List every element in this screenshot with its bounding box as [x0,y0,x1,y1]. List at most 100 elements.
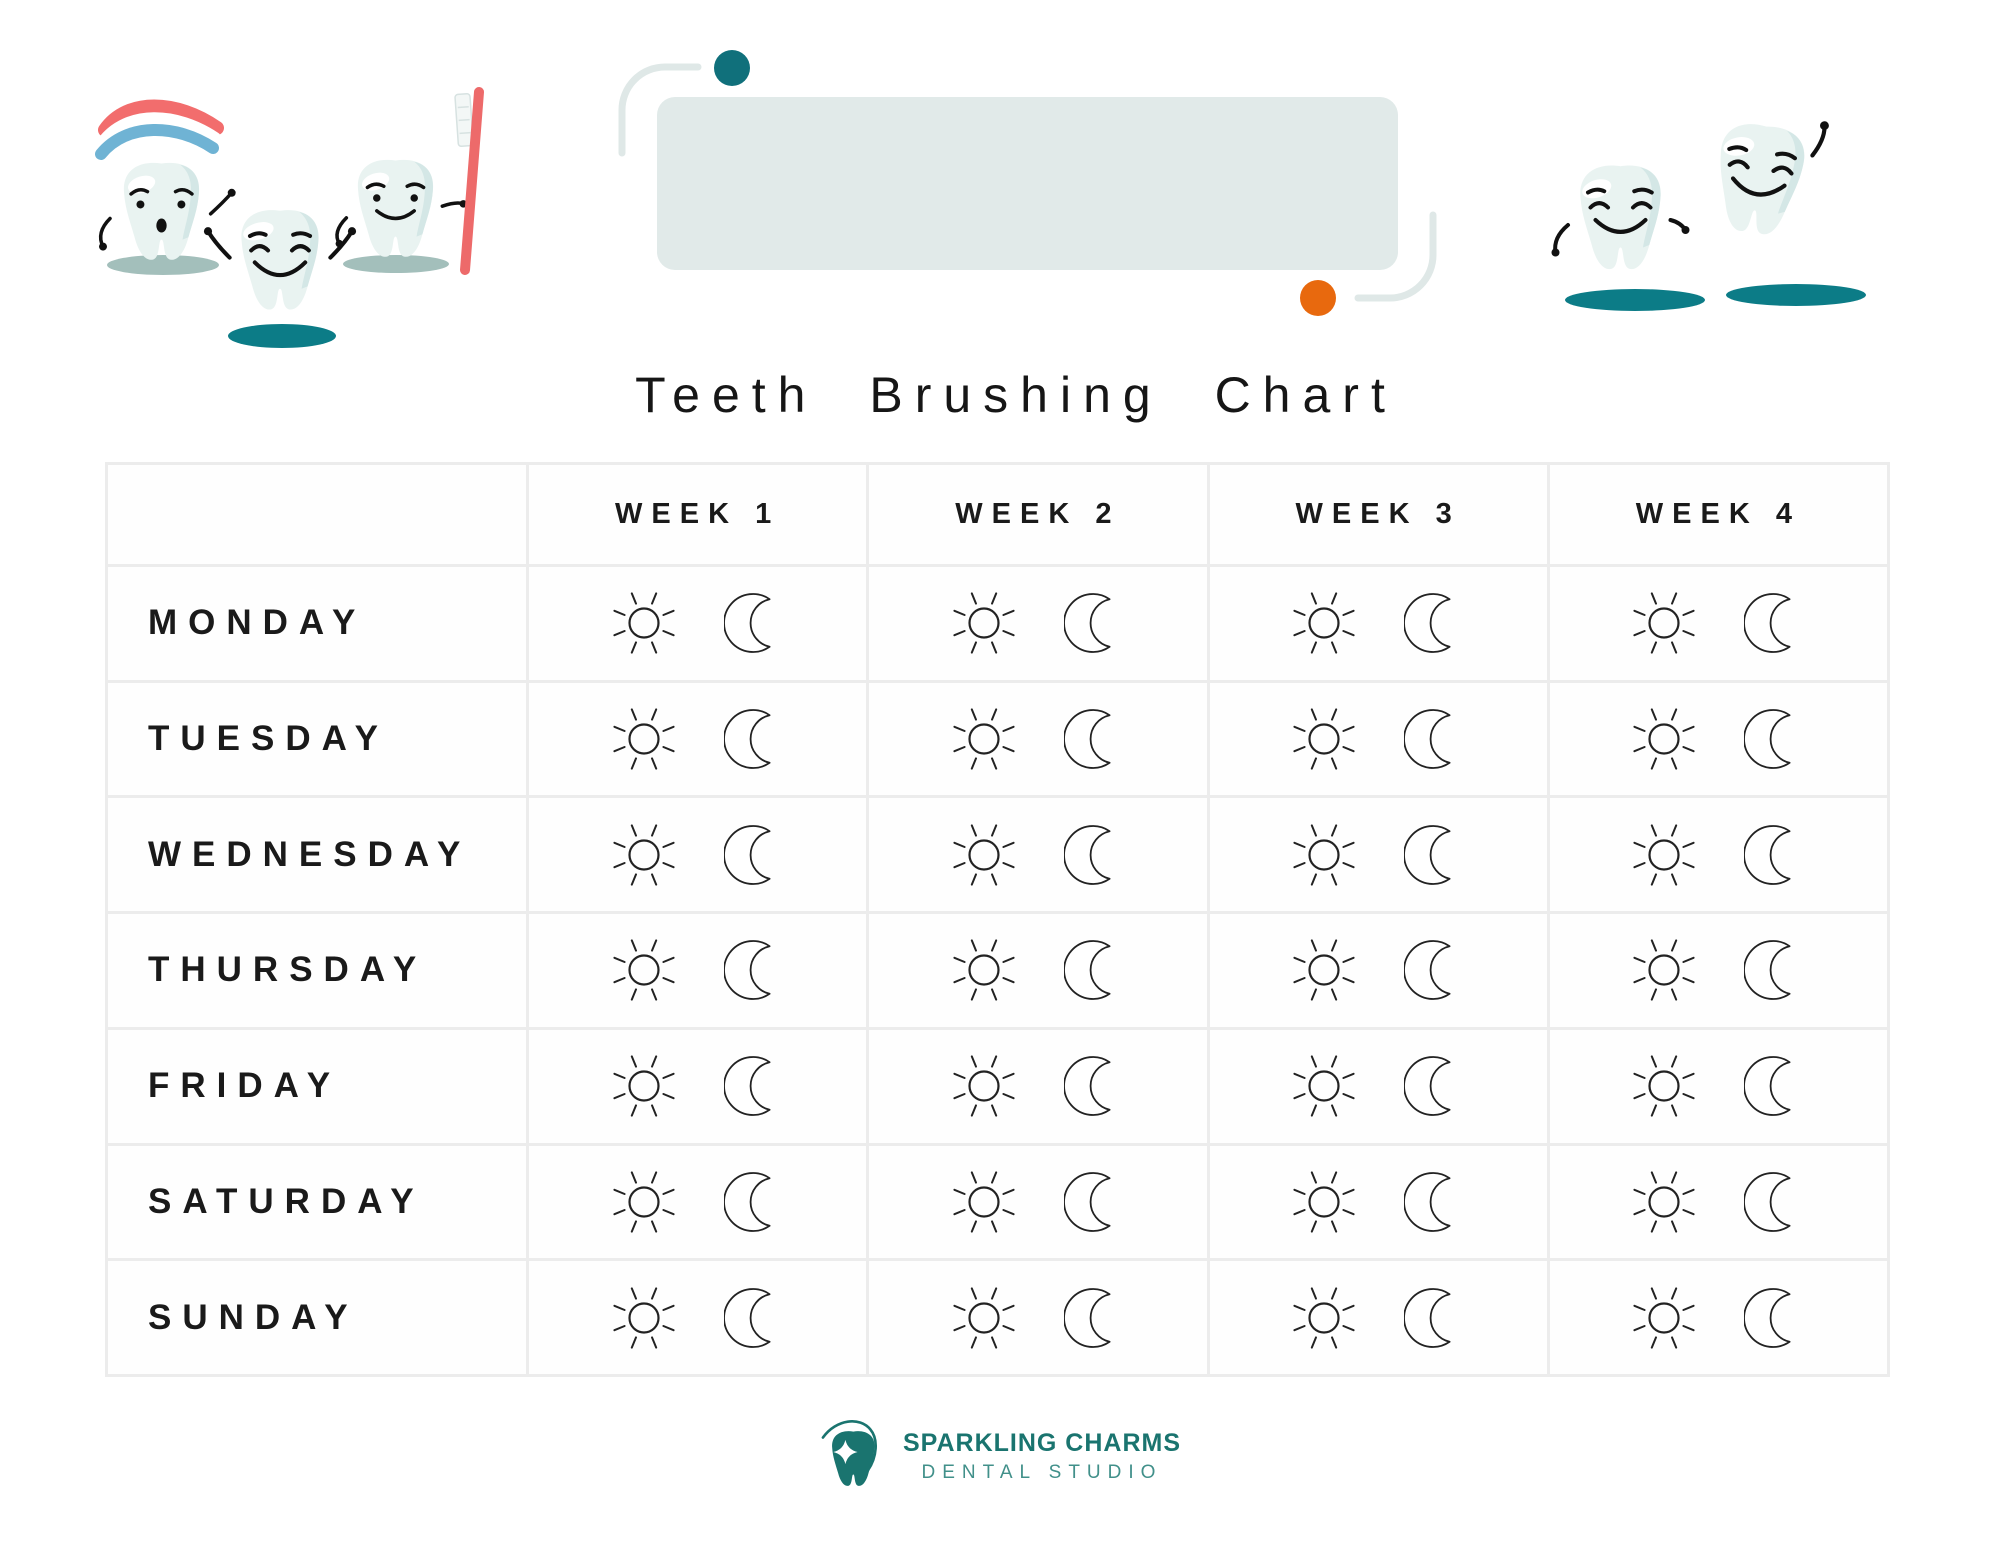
sun-icon[interactable] [1290,936,1358,1004]
tooth-character-happy [203,210,357,310]
moon-icon[interactable] [723,937,786,1003]
moon-icon[interactable] [1404,1169,1466,1235]
moon-icon[interactable] [723,590,786,656]
sun-icon[interactable] [610,1284,678,1352]
sun-icon[interactable] [950,705,1018,773]
dental-studio-tooth-logo-icon [821,1420,877,1486]
cell-monday-week4 [1549,567,1887,680]
moon-icon[interactable] [1404,706,1466,772]
toothbrush-illustration [454,87,484,275]
sun-icon[interactable] [950,1168,1018,1236]
sun-icon[interactable] [950,1052,1018,1120]
name-input-box[interactable] [657,97,1398,270]
sun-icon[interactable] [1630,1284,1698,1352]
sun-icon[interactable] [1290,589,1358,657]
cell-wednesday-week1 [529,798,867,912]
moon-icon[interactable] [1744,1053,1806,1119]
brand-name: SPARKLING CHARMS [902,1428,1182,1457]
sun-icon[interactable] [1630,936,1698,1004]
cell-saturday-week3 [1209,1145,1547,1259]
sun-icon[interactable] [950,821,1018,889]
orange-dot-decoration [1300,280,1336,316]
moon-icon[interactable] [1404,822,1466,888]
week-header-3: WEEK 3 [1209,465,1547,564]
week-header-label: WEEK 3 [1295,498,1461,530]
moon-icon[interactable] [723,1053,786,1119]
sun-icon[interactable] [1630,705,1698,773]
cell-wednesday-week2 [869,798,1207,912]
cell-friday-week2 [869,1029,1207,1143]
moon-icon[interactable] [1744,1285,1806,1351]
week-header-label: WEEK 1 [615,498,781,530]
sun-icon[interactable] [1630,1168,1698,1236]
moon-icon[interactable] [1063,1169,1126,1235]
moon-icon[interactable] [1404,590,1466,656]
corner-swoosh-decoration [618,63,1437,302]
cell-monday-week2 [869,567,1207,680]
day-label-monday: MONDAY [108,567,526,680]
moon-icon[interactable] [1063,822,1126,888]
tooth-character-waving [1710,120,1829,239]
day-label-sunday: SUNDAY [108,1261,526,1374]
sun-icon[interactable] [1290,705,1358,773]
day-label: FRIDAY [148,1066,342,1106]
sun-icon[interactable] [610,705,678,773]
day-label: SATURDAY [148,1181,425,1221]
day-label-saturday: SATURDAY [108,1145,526,1259]
cell-thursday-week4 [1549,914,1887,1027]
day-label: THURSDAY [148,950,428,990]
day-label-wednesday: WEDNESDAY [108,798,526,912]
week-header-label: WEEK 2 [955,498,1121,530]
sun-icon[interactable] [1630,821,1698,889]
cell-sunday-week2 [869,1261,1207,1374]
cell-wednesday-week4 [1549,798,1887,912]
cell-sunday-week4 [1549,1261,1887,1374]
tooth-character-surprised [98,162,236,260]
moon-icon[interactable] [1404,937,1466,1003]
cell-friday-week1 [529,1029,867,1143]
sun-icon[interactable] [610,821,678,889]
cell-saturday-week4 [1549,1145,1887,1259]
teal-dot-decoration [714,50,750,86]
moon-icon[interactable] [723,706,786,772]
moon-icon[interactable] [1404,1053,1466,1119]
moon-icon[interactable] [1744,706,1806,772]
moon-icon[interactable] [1063,590,1126,656]
sun-icon[interactable] [1290,821,1358,889]
cell-friday-week4 [1549,1029,1887,1143]
sun-icon[interactable] [1290,1052,1358,1120]
sun-icon[interactable] [950,1284,1018,1352]
moon-icon[interactable] [1063,1053,1126,1119]
moon-icon[interactable] [1063,1285,1126,1351]
cell-tuesday-week3 [1209,682,1547,796]
moon-icon[interactable] [1063,706,1126,772]
moon-icon[interactable] [1063,937,1126,1003]
cell-friday-week3 [1209,1029,1547,1143]
page-title: Teeth Brushing Chart [635,367,1397,423]
moon-icon[interactable] [723,1285,786,1351]
sun-icon[interactable] [1290,1284,1358,1352]
moon-icon[interactable] [723,822,786,888]
chart-grid: WEEK 1 WEEK 2 WEEK 3 WEEK 4 MONDAY [105,462,1890,1377]
sun-icon[interactable] [950,936,1018,1004]
sun-icon[interactable] [1290,1168,1358,1236]
cell-wednesday-week3 [1209,798,1547,912]
sun-icon[interactable] [1630,1052,1698,1120]
week-header-1: WEEK 1 [529,465,867,564]
sun-icon[interactable] [950,589,1018,657]
sun-icon[interactable] [610,936,678,1004]
cell-sunday-week3 [1209,1261,1547,1374]
sun-icon[interactable] [610,1052,678,1120]
cell-tuesday-week1 [529,682,867,796]
moon-icon[interactable] [1404,1285,1466,1351]
moon-icon[interactable] [723,1169,786,1235]
moon-icon[interactable] [1744,590,1806,656]
sun-icon[interactable] [610,1168,678,1236]
moon-icon[interactable] [1744,822,1806,888]
sun-icon[interactable] [1630,589,1698,657]
moon-icon[interactable] [1744,1169,1806,1235]
brand-tagline: DENTAL STUDIO [921,1461,1163,1483]
sun-icon[interactable] [610,589,678,657]
moon-icon[interactable] [1744,937,1806,1003]
